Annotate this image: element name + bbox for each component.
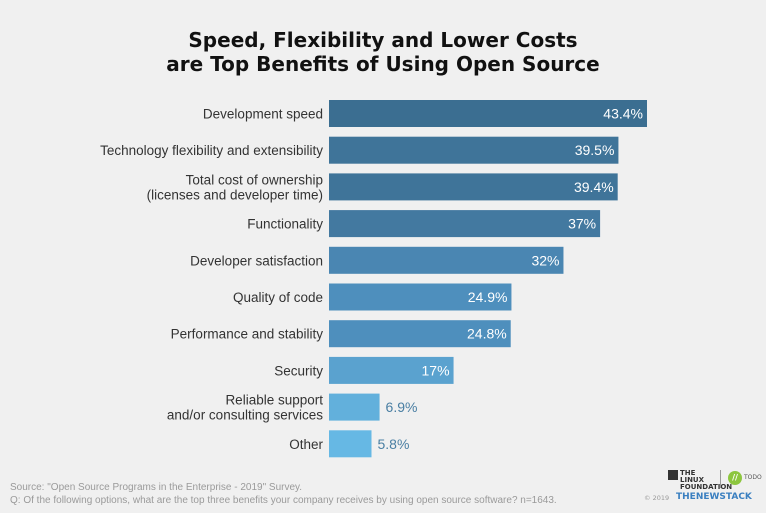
bar-2 — [329, 136, 619, 164]
value-label-6: 24.9% — [468, 289, 508, 305]
category-label-3-line-2: (licenses and developer time) — [147, 187, 323, 202]
category-label-7: Performance and stability — [171, 327, 324, 342]
bar-10 — [329, 430, 372, 458]
value-label-7: 24.8% — [467, 326, 507, 342]
linux-foundation-logo — [668, 470, 678, 480]
linux-foundation-wordmark: THE LINUX FOUNDATION — [680, 470, 732, 491]
copyright-year: © 2019 — [644, 494, 670, 502]
value-label-3: 39.4% — [574, 179, 614, 195]
category-label-6: Quality of code — [233, 290, 323, 305]
the-new-stack-logo: THENEWSTACK — [676, 492, 752, 502]
category-label-1: Development speed — [203, 107, 323, 122]
value-label-2: 39.5% — [575, 142, 615, 158]
bar-8 — [329, 356, 454, 384]
value-label-9: 6.9% — [386, 399, 418, 415]
category-label-8: Security — [274, 363, 323, 378]
lf-line-3: FOUNDATION — [680, 483, 733, 491]
value-label-5: 32% — [531, 252, 559, 268]
value-label-8: 17% — [422, 362, 450, 378]
category-label-9-line-2: and/or consulting services — [167, 408, 323, 423]
bar-chart: 43.4% Development speed 39.5% Technology fl… — [100, 100, 647, 458]
category-label-2: Technology flexibility and extensibility — [100, 143, 323, 158]
bar-5 — [329, 246, 564, 274]
bar-3 — [329, 173, 618, 201]
category-label-9-line-1: Reliable support — [225, 393, 323, 408]
category-label-5: Developer satisfaction — [190, 253, 323, 268]
lf-line-2: LINUX — [680, 476, 705, 484]
category-label-4: Functionality — [247, 217, 323, 232]
question-note: Q: Of the following options, what are th… — [10, 495, 557, 506]
todo-logo-icon: // — [728, 471, 742, 485]
bar-7 — [329, 320, 511, 348]
bar-6 — [329, 283, 512, 311]
logo-divider — [720, 470, 721, 488]
bar-1 — [329, 100, 647, 127]
category-label-3-line-1: Total cost of ownership — [186, 172, 323, 187]
lf-line-1: THE — [680, 469, 696, 477]
todo-wordmark: TODO — [744, 474, 762, 481]
bar-9 — [329, 393, 380, 421]
value-label-4: 37% — [568, 216, 596, 232]
value-label-1: 43.4% — [603, 106, 643, 122]
category-label-10: Other — [289, 437, 323, 452]
chart-title-line-2: are Top Benefits of Using Open Source — [166, 52, 600, 76]
branding-logos: THE LINUX FOUNDATION // TODO © 2019 THEN… — [636, 470, 762, 504]
bar-4 — [329, 210, 601, 238]
source-note: Source: "Open Source Programs in the Ent… — [10, 482, 303, 493]
chart-title-line-1: Speed, Flexibility and Lower Costs — [188, 28, 578, 52]
value-label-10: 5.8% — [377, 436, 409, 452]
